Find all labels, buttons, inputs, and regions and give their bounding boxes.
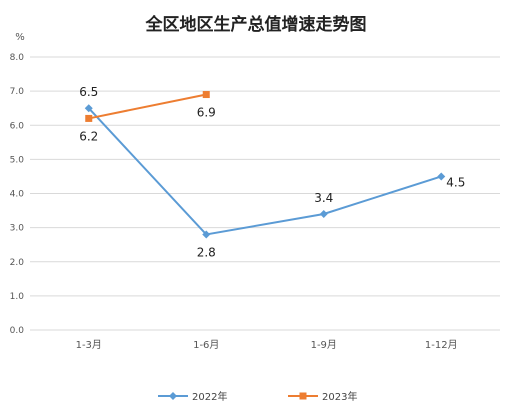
y-tick-label: 4.0 — [10, 190, 25, 200]
legend-marker-diamond — [169, 392, 177, 400]
data-label: 4.5 — [446, 175, 465, 189]
series-lines — [84, 91, 446, 239]
data-point-square — [202, 91, 210, 99]
data-point-diamond — [202, 230, 211, 239]
data-label: 6.2 — [79, 129, 98, 143]
y-tick-label: 3.0 — [10, 224, 25, 234]
x-axis-categories: 1-3月 1-6月 1-9月 1-12月 — [76, 339, 458, 351]
y-axis-ticks: 0.0 1.0 2.0 3.0 4.0 5.0 6.0 7.0 8.0 — [10, 53, 25, 336]
y-tick-label: 5.0 — [10, 155, 25, 165]
data-label: 6.9 — [197, 106, 216, 120]
x-category-label: 1-9月 — [311, 339, 337, 351]
y-tick-label: 6.0 — [10, 121, 25, 131]
y-tick-label: 1.0 — [10, 292, 25, 302]
data-point-diamond — [84, 104, 93, 113]
y-tick-label: 2.0 — [10, 258, 25, 268]
data-label: 2.8 — [197, 245, 216, 259]
chart-title: 全区地区生产总值增速走势图 — [145, 14, 367, 35]
legend: 2022年 2023年 — [158, 390, 357, 403]
data-point-square — [85, 114, 93, 122]
legend-label: 2022年 — [192, 390, 227, 403]
data-labels: 6.5 2.8 3.4 4.5 6.2 6.9 — [79, 85, 465, 259]
y-tick-label: 8.0 — [10, 53, 25, 63]
y-axis-unit-label: % — [15, 32, 25, 43]
x-category-label: 1-3月 — [76, 339, 102, 351]
data-label: 6.5 — [79, 85, 98, 99]
data-label: 3.4 — [314, 191, 333, 205]
series-line-1 — [88, 93, 207, 120]
grid — [30, 56, 500, 331]
x-category-label: 1-12月 — [425, 339, 458, 351]
x-category-label: 1-6月 — [193, 339, 219, 351]
legend-label: 2023年 — [322, 390, 357, 403]
series-line-0 — [88, 107, 442, 236]
legend-marker-square — [299, 392, 307, 400]
y-tick-label: 0.0 — [10, 326, 25, 336]
y-tick-label: 7.0 — [10, 87, 25, 97]
data-point-diamond — [319, 209, 328, 218]
data-point-diamond — [437, 172, 446, 181]
